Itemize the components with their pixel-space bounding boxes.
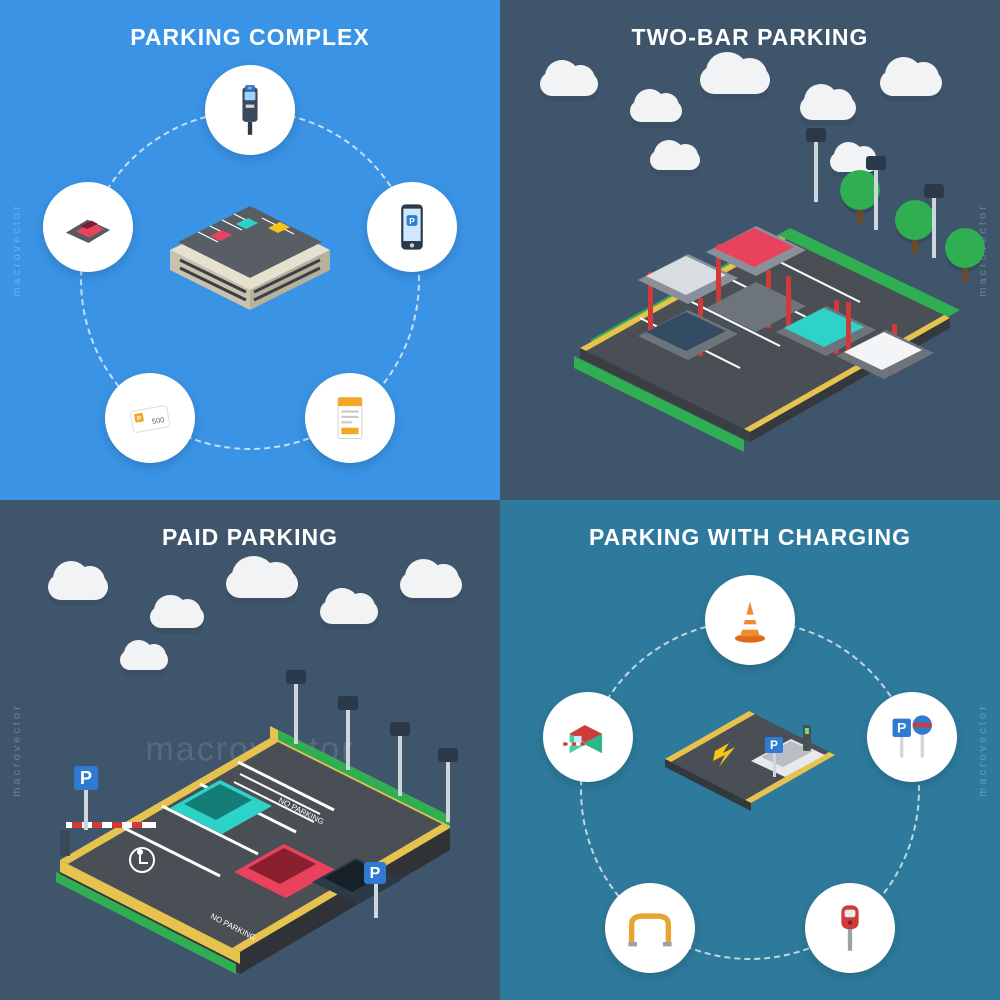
- panel-title: PARKING WITH CHARGING: [500, 524, 1000, 551]
- panel-title: PARKING COMPLEX: [0, 24, 500, 51]
- parking-ticket-icon: [305, 373, 395, 463]
- svg-text:P: P: [897, 720, 906, 736]
- infographic-grid: PARKING COMPLEX macrovector P P P500: [0, 0, 1000, 1000]
- watermark: macrovector: [977, 703, 989, 797]
- cloud-icon: [540, 72, 598, 96]
- street-lamp-icon: [342, 696, 354, 770]
- cloud-icon: [800, 96, 856, 120]
- street-lamp-icon: [394, 722, 406, 796]
- cloud-icon: [226, 570, 298, 598]
- svg-text:P: P: [80, 768, 92, 788]
- parking-signs-icon: P: [867, 692, 957, 782]
- cloud-icon: [880, 70, 942, 96]
- panel-parking-with-charging: PARKING WITH CHARGING macrovector P: [500, 500, 1000, 1000]
- panel-parking-complex: PARKING COMPLEX macrovector P P P500: [0, 0, 500, 500]
- parking-meter-post-icon: [805, 883, 895, 973]
- smartphone-parking-icon: P: [367, 182, 457, 272]
- panel-title: TWO-BAR PARKING: [500, 24, 1000, 51]
- ev-charging-lot-icon: P: [655, 685, 845, 815]
- parking-pass-card-icon: P500: [105, 373, 195, 463]
- svg-text:P: P: [770, 738, 778, 752]
- parking-sign-icon: P: [74, 766, 98, 830]
- cloud-icon: [700, 66, 770, 94]
- panel-paid-parking: PAID PARKING macrovector macrovector: [0, 500, 500, 1000]
- paid-parking-lot: NO PARKING NO PARKING: [20, 670, 480, 990]
- parking-barrier-icon: [605, 883, 695, 973]
- cloud-icon: [630, 100, 682, 122]
- panel-title: PAID PARKING: [0, 524, 500, 551]
- traffic-cone-icon: [705, 575, 795, 665]
- street-lamp-icon: [810, 128, 822, 202]
- street-lamp-icon: [928, 184, 940, 258]
- svg-text:P: P: [409, 216, 415, 226]
- cloud-icon: [320, 600, 378, 624]
- cloud-icon: [48, 574, 108, 600]
- parking-meter-icon: P: [205, 65, 295, 155]
- tree-icon: [945, 228, 985, 282]
- watermark: macrovector: [11, 203, 23, 297]
- cloud-icon: [650, 150, 700, 170]
- street-lamp-icon: [290, 670, 302, 744]
- cloud-icon: [400, 572, 462, 598]
- cloud-icon: [120, 650, 168, 670]
- cloud-icon: [150, 606, 204, 628]
- svg-text:P: P: [370, 865, 381, 882]
- panel-two-bar-parking: TWO-BAR PARKING macrovector: [500, 0, 1000, 500]
- multistorey-garage-icon: [150, 180, 350, 320]
- street-lamp-icon: [870, 156, 882, 230]
- svg-text:P: P: [249, 86, 252, 91]
- street-lamp-icon: [442, 748, 454, 822]
